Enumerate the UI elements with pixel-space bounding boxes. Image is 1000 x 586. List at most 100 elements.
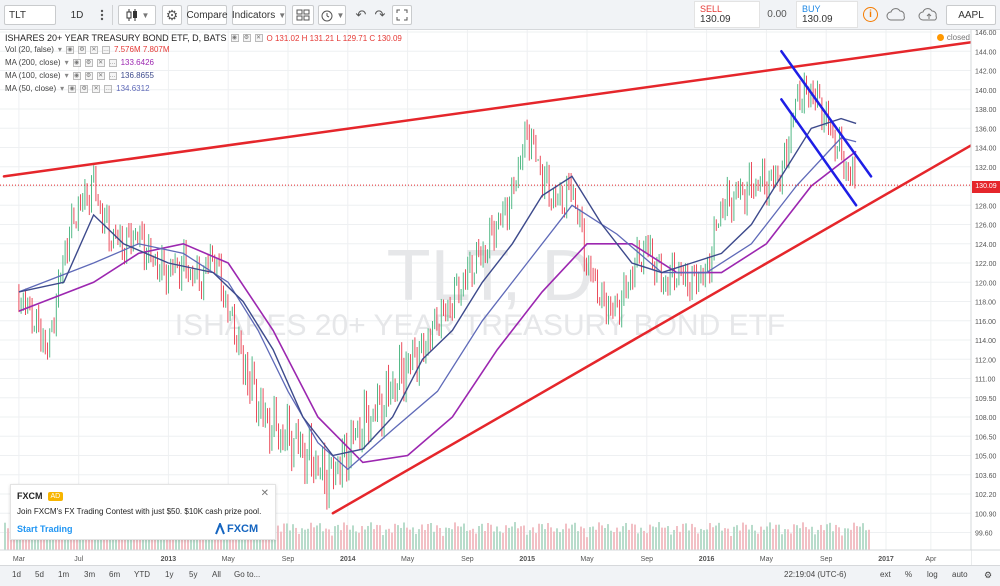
volume-bar [493,531,495,550]
volume-bar [10,530,12,550]
ad-close-icon[interactable]: ✕ [260,488,269,499]
percent-toggle[interactable]: % [905,570,913,579]
undo-button[interactable]: ↶ [352,5,370,25]
volume-bar [652,526,654,550]
volume-bar [496,526,498,550]
volume-bar [334,526,336,550]
buy-box[interactable]: BUY 130.09 [796,1,858,28]
last-price-label: 130.09 [972,181,1000,193]
volume-bar [571,524,573,550]
range-5y[interactable]: 5y [189,570,198,579]
range-1m[interactable]: 1m [58,570,70,579]
close-icon[interactable]: ✕ [254,34,263,42]
volume-bar [103,532,105,550]
clock-display[interactable]: 22:19:04 (UTC-6) [784,570,847,579]
right-symbol-label: AAPL [958,9,984,21]
format-icon[interactable]: ⚙ [80,84,89,93]
cloud-save-button[interactable] [916,5,942,25]
log-toggle[interactable]: log [927,570,938,579]
goto-button[interactable]: Go to... [234,570,261,579]
volume-bar [772,528,774,550]
start-trading-link[interactable]: Start Trading [17,524,73,534]
volume-bar [214,532,216,550]
eye-icon[interactable]: ◉ [72,58,81,67]
history-button[interactable] [882,5,912,25]
interval-selector[interactable]: 1D [60,5,94,25]
range-1d[interactable]: 1d [12,570,21,579]
ext-toggle[interactable]: ext [880,570,891,579]
settings-button[interactable]: ⚙ [162,5,182,25]
more-icon[interactable] [95,5,109,25]
ad-badge: AD [47,491,64,501]
templates-button[interactable] [292,5,314,25]
indicators-button[interactable]: Indicators ▼ [232,5,286,25]
price-tick-label: 109.50 [975,396,997,403]
eye-icon[interactable]: ◉ [72,71,81,80]
undo-icon: ↶ [355,7,367,22]
volume-bar [331,535,333,550]
volume-bar [454,522,456,550]
eye-icon[interactable]: ◉ [68,84,77,93]
range-all[interactable]: All [212,570,221,579]
volume-bar [718,522,720,550]
volume-bar [760,526,762,550]
fxcm-logo-mark-icon [215,523,225,535]
volume-bar [76,533,78,550]
range-5d[interactable]: 5d [35,570,44,579]
volume-bar [502,532,504,550]
format-icon[interactable]: ⚙ [84,58,93,67]
auto-toggle[interactable]: auto [952,570,968,579]
symbol-search-input[interactable]: TLT [4,5,56,25]
settings-icon[interactable]: ⚙ [984,570,993,580]
chart-style-button[interactable]: ▼ [118,5,156,25]
volume-bar [604,528,606,550]
range-3m[interactable]: 3m [84,570,96,579]
volume-bar [85,530,87,550]
chart-area[interactable]: TLT, D ISHARES 20+ YEAR TREASURY BOND ETF… [0,30,1000,565]
fxcm-ad[interactable]: FXCM AD ✕ Join FXCM's FX Trading Contest… [10,484,276,540]
volume-bar [523,525,525,550]
range-6m[interactable]: 6m [109,570,121,579]
volume-bar [442,535,444,550]
price-tick-label: 108.00 [975,415,997,422]
info-icon[interactable]: i [863,7,878,22]
close-icon[interactable]: ✕ [89,45,98,54]
close-icon[interactable]: ✕ [96,71,105,80]
volume-bar [736,525,738,550]
right-symbol-box[interactable]: AAPL [946,5,996,25]
bottom-toolbar: 1d 5d 1m 3m 6m YTD 1y 5y All Go to... 22… [0,565,1000,586]
close-icon[interactable]: ✕ [92,84,101,93]
more-icon[interactable]: … [108,71,117,80]
more-icon[interactable]: … [108,58,117,67]
spread-value: 0.00 [767,9,787,20]
fullscreen-button[interactable] [392,5,412,25]
volume-bar [625,522,627,550]
volume-bar [352,525,354,550]
volume-bar [610,530,612,550]
eye-icon[interactable]: ◉ [65,45,74,54]
more-icon[interactable]: … [101,45,110,54]
close-icon[interactable]: ✕ [96,58,105,67]
price-tick-label: 114.00 [975,338,996,345]
sell-box[interactable]: SELL 130.09 [694,1,760,28]
grid-icon [296,9,310,21]
compare-button[interactable]: Compare [186,5,228,25]
ma50-label: MA (50, close) [5,84,57,93]
eye-icon[interactable]: ◉ [230,34,239,42]
format-icon[interactable]: ⚙ [84,71,93,80]
volume-bar [448,528,450,550]
volume-bar [601,525,603,550]
more-icon[interactable]: … [104,84,113,93]
volume-bar [367,525,369,550]
range-ytd[interactable]: YTD [134,570,150,579]
alert-button[interactable]: ▼ [318,5,346,25]
redo-button[interactable]: ↷ [371,5,389,25]
volume-bar [550,527,552,550]
range-1y[interactable]: 1y [165,570,174,579]
format-icon[interactable]: ⚙ [77,45,86,54]
ma50-line [18,117,857,457]
format-icon[interactable]: ⚙ [242,34,251,42]
price-tick-label: 100.90 [975,511,997,518]
volume-bar [769,522,771,550]
